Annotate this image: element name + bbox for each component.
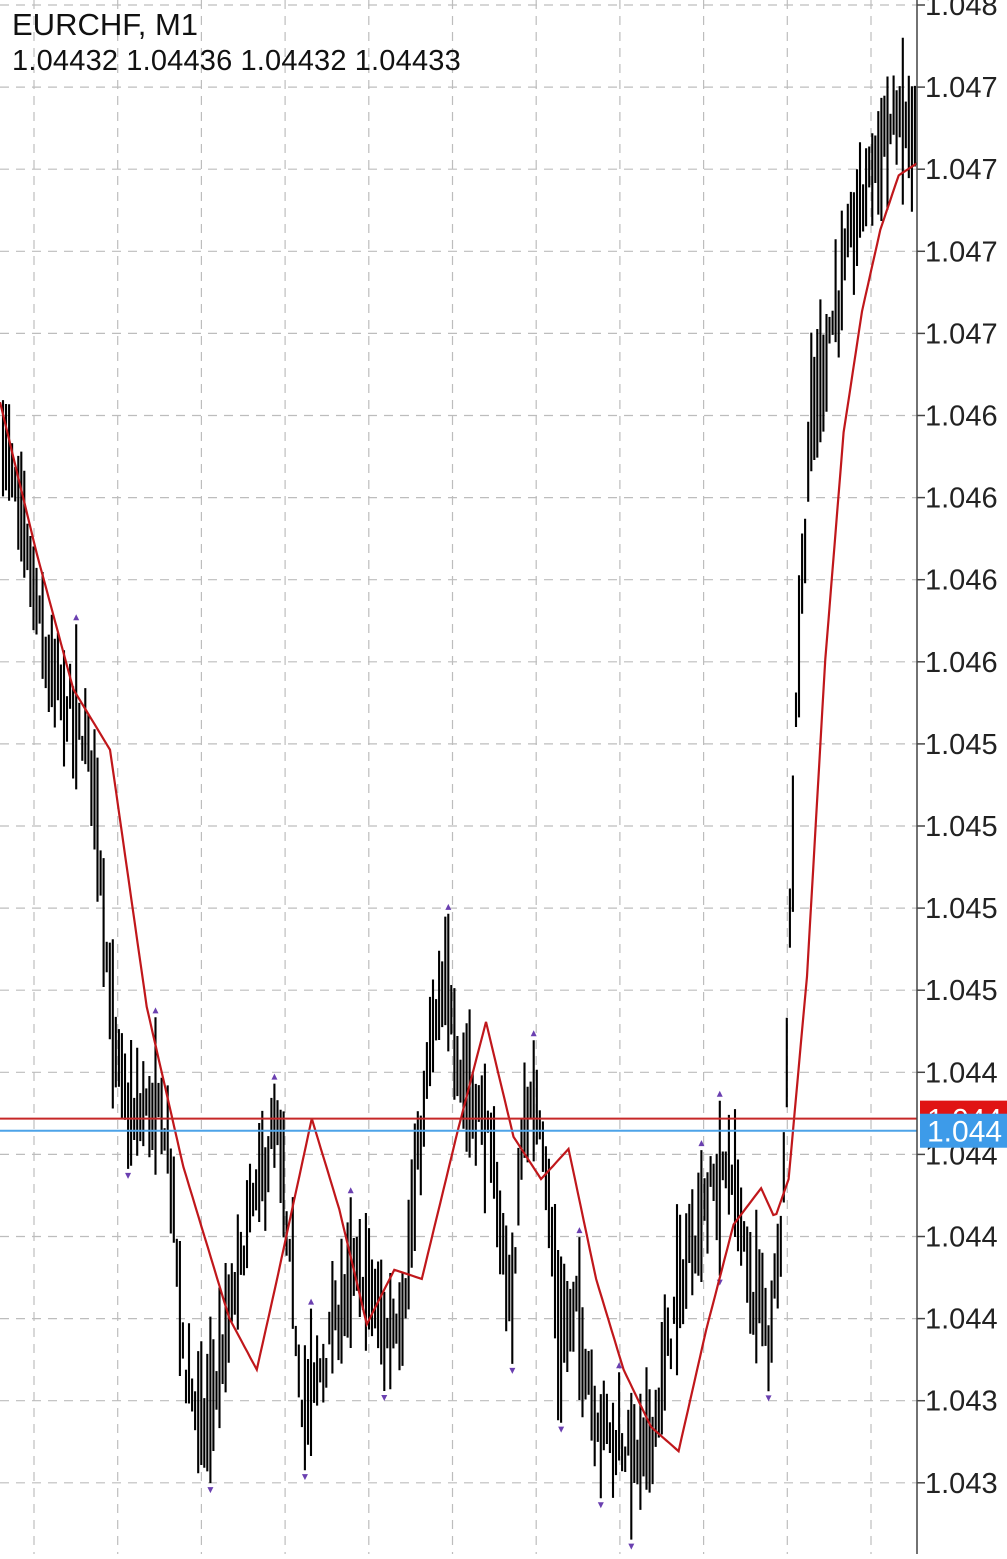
price-tick-label-8: 1.046 (925, 647, 998, 679)
fractal-up-marker (445, 903, 452, 910)
fractal-up-marker (347, 1187, 354, 1194)
price-tick-label-18: 1.043 (925, 1468, 998, 1500)
price-tick-label-0: 1.048 (925, 0, 998, 22)
price-tick-label-10: 1.045 (925, 811, 998, 843)
fractal-down-marker (558, 1426, 565, 1433)
price-tick-label-12: 1.045 (925, 975, 998, 1007)
fractal-up-marker (152, 1007, 159, 1014)
moving-average-line (0, 162, 918, 1454)
price-tick-label-5: 1.046 (925, 401, 998, 433)
price-tick-label-11: 1.045 (925, 893, 998, 925)
fractal-up-marker (698, 1140, 705, 1147)
price-tick-label-13: 1.044 (925, 1057, 998, 1089)
price-tick-label-15: 1.044 (925, 1222, 998, 1254)
fractal-down-marker (765, 1395, 772, 1402)
ask-price-badge (920, 1113, 1007, 1148)
price-tick-label-9: 1.045 (925, 729, 998, 761)
fractal-markers (73, 614, 772, 1550)
moving-average (0, 162, 918, 1454)
fractal-down-marker (509, 1367, 516, 1374)
fractal-up-marker (271, 1073, 278, 1080)
fractal-up-marker (308, 1298, 315, 1305)
ask-price-label: 1.044 (927, 1116, 1002, 1149)
price-tick-label-3: 1.047 (925, 236, 998, 268)
fractal-down-marker (125, 1172, 132, 1179)
fractal-up-marker (576, 1227, 583, 1234)
price-tick-label-4: 1.047 (925, 318, 998, 350)
price-tick-label-6: 1.046 (925, 483, 998, 515)
fractal-up-marker (530, 1030, 537, 1037)
fractal-up-marker (73, 614, 80, 621)
fractal-down-marker (381, 1394, 388, 1401)
price-tick-label-7: 1.046 (925, 565, 998, 597)
fractal-up-marker (616, 1362, 623, 1369)
fractal-up-marker (716, 1090, 723, 1097)
fractal-down-marker (301, 1474, 308, 1481)
bid-ask-lines (0, 1117, 917, 1132)
grid-lines (0, 0, 917, 1554)
price-axis[interactable]: 1.048 1.047 1.047 1.047 1.047 1.046 1.046 1.046… (916, 0, 1007, 1554)
fractal-down-marker (628, 1543, 635, 1550)
fractal-down-marker (207, 1487, 214, 1494)
price-tick-label-16: 1.044 (925, 1304, 998, 1336)
price-bars (1, 37, 916, 1540)
price-tick-label-17: 1.043 (925, 1386, 998, 1418)
fractal-down-marker (597, 1502, 604, 1509)
price-tick-label-2: 1.047 (925, 154, 998, 186)
price-tick-label-1: 1.047 (925, 72, 998, 104)
